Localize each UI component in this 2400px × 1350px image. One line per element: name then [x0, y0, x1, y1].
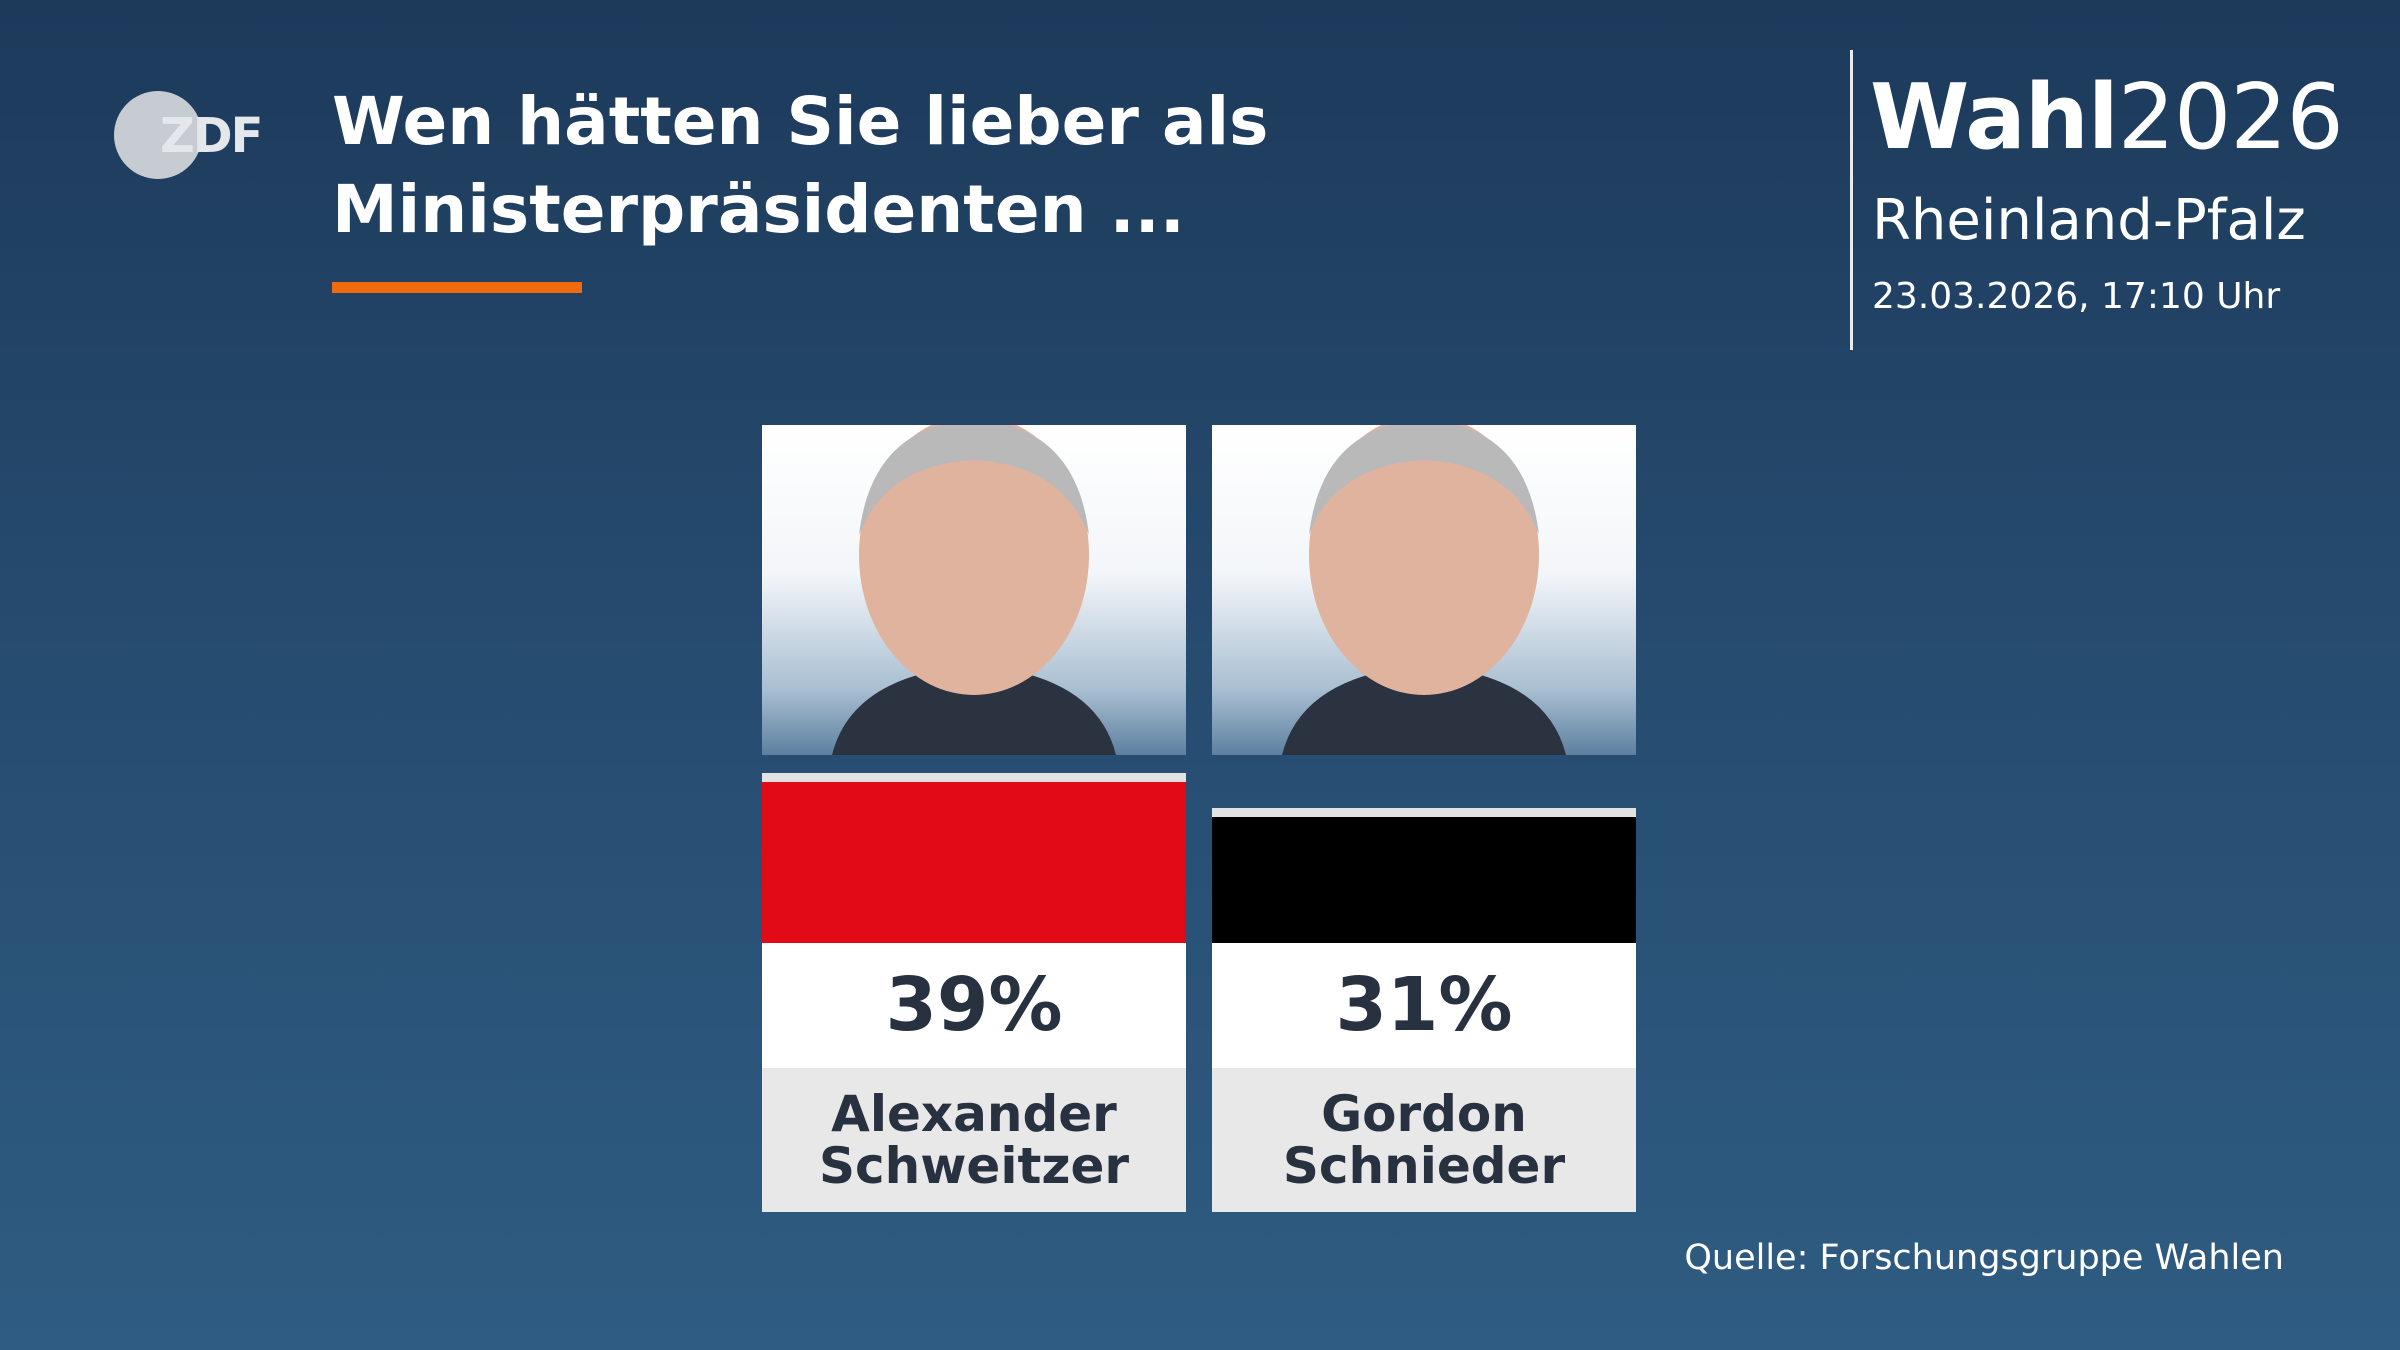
hair — [859, 425, 1089, 535]
brand-year: 2026 — [2117, 65, 2344, 170]
brand: Wahl2026 — [1870, 65, 2344, 170]
logo: ZDF — [160, 108, 263, 164]
title: Wen hätten Sie lieber als Ministerpräsid… — [332, 78, 1268, 254]
category-label: Gordon Schnieder — [1212, 1068, 1636, 1212]
title-line: Wen hätten Sie lieber als — [332, 83, 1269, 160]
title-line: Ministerpräsidenten ... — [332, 171, 1185, 248]
source: Quelle: Forschungsgruppe Wahlen — [1684, 1238, 2284, 1278]
bar — [762, 772, 1186, 943]
divider — [1850, 50, 1853, 350]
candidate-photo — [762, 425, 1186, 755]
timestamp: 23.03.2026, 17:10 Uhr — [1872, 276, 2281, 317]
face — [1309, 425, 1539, 695]
value-label: 31% — [1212, 943, 1636, 1068]
value-label: 39% — [762, 943, 1186, 1068]
shoulders — [1282, 665, 1566, 755]
category-label: Alexander Schweitzer — [762, 1068, 1186, 1212]
hair — [1309, 425, 1539, 535]
bar — [1212, 807, 1636, 943]
portrait — [832, 425, 1116, 755]
region: Rheinland-Pfalz — [1872, 188, 2306, 253]
logo-circle — [114, 91, 202, 179]
shoulders — [832, 665, 1116, 755]
face — [859, 425, 1089, 695]
accent-rule — [332, 282, 582, 293]
brand-word: Wahl — [1870, 65, 2119, 170]
candidate-photo — [1212, 425, 1636, 755]
portrait — [1282, 425, 1566, 755]
